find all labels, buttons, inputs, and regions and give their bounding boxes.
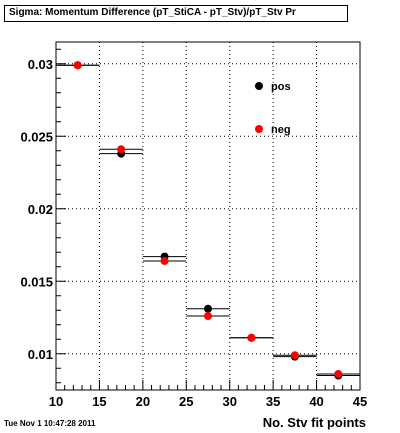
data-point-neg (290, 351, 299, 360)
y-tick-label: 0.02 (28, 202, 53, 217)
data-point-neg (334, 370, 343, 379)
plot-frame (55, 41, 361, 391)
data-point-pos (204, 304, 212, 313)
data-point-neg (160, 256, 169, 265)
legend: pos neg (255, 81, 291, 136)
legend-marker-neg (255, 125, 263, 133)
x-tick-label: 15 (92, 394, 106, 409)
y-tick-label: 0.025 (20, 129, 53, 144)
x-tick-label: 30 (222, 394, 236, 409)
x-tick-label: 45 (353, 394, 367, 409)
y-tick-label: 0.03 (28, 57, 53, 72)
tick-labels: 10 15 20 25 30 35 40 45 0.01 0.015 0.02 0.025 0.03 (20, 57, 367, 409)
data-points (73, 61, 343, 380)
chart-title: Sigma: Momentum Difference (pT_StiCA - p… (9, 7, 296, 18)
grid (56, 42, 360, 390)
x-axis-label: No. Stv fit points (263, 415, 366, 430)
x-tick-label: 20 (136, 394, 150, 409)
data-point-neg (247, 333, 256, 342)
y-tick-label: 0.01 (28, 347, 53, 362)
axis-ticks (55, 48, 361, 390)
x-tick-label: 35 (266, 394, 280, 409)
timestamp-footer: Tue Nov 1 10:47:28 2011 (4, 419, 96, 428)
data-point-neg (117, 145, 126, 154)
legend-marker-pos (255, 82, 263, 90)
chart-title-box: Sigma: Momentum Difference (pT_StiCA - p… (4, 5, 348, 22)
x-tick-label: 10 (49, 394, 63, 409)
data-point-neg (204, 312, 212, 321)
legend-label-neg: neg (271, 124, 291, 136)
data-point-neg (73, 61, 82, 70)
y-tick-label: 0.015 (20, 274, 53, 289)
legend-label-pos: pos (271, 81, 291, 93)
x-tick-label: 25 (179, 394, 193, 409)
x-tick-label: 40 (309, 394, 323, 409)
